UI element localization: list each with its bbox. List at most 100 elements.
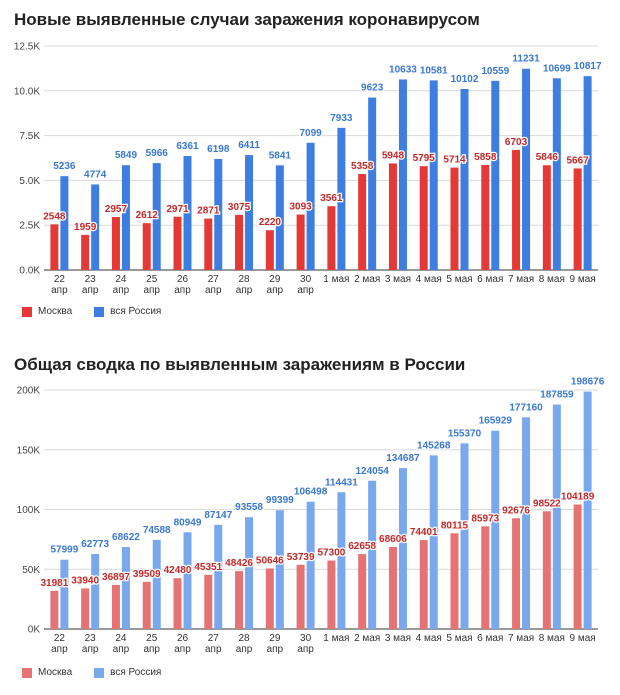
bar-moscow (50, 224, 59, 270)
bar-russia (60, 176, 69, 270)
data-label-moscow: 5846 (536, 152, 559, 163)
bar-russia (429, 80, 438, 270)
y-tick-label: 2.5K (19, 221, 40, 232)
legend-label-moscow: Москва (38, 667, 73, 678)
bar-moscow (388, 547, 397, 629)
data-label-moscow: 2220 (259, 217, 282, 228)
x-tick-label: апр (267, 285, 284, 296)
x-tick-label: 22 (54, 633, 66, 644)
x-tick-label: апр (113, 644, 130, 655)
bar-moscow (327, 206, 336, 270)
bar-russia (183, 532, 192, 629)
bar-russia (214, 524, 223, 629)
data-label-russia: 10559 (481, 66, 509, 77)
bar-moscow (204, 218, 213, 270)
x-tick-label: 7 мая (508, 274, 534, 285)
x-tick-label: 5 мая (446, 633, 472, 644)
bar-moscow (173, 216, 182, 270)
data-label-moscow: 31981 (40, 578, 68, 589)
data-label-moscow: 2971 (166, 204, 189, 215)
data-label-moscow: 5667 (566, 155, 589, 166)
x-tick-label: апр (113, 285, 130, 296)
x-tick-label: апр (205, 644, 222, 655)
data-label-russia: 87147 (204, 510, 232, 521)
x-tick-label: 25 (146, 274, 158, 285)
bar-russia (583, 391, 592, 629)
data-label-moscow: 53739 (287, 552, 315, 563)
chart1-legend: Москва вся Россия (22, 306, 183, 317)
bar-moscow (81, 588, 90, 629)
x-tick-label: 6 мая (477, 633, 503, 644)
bar-russia (275, 510, 284, 629)
bar-moscow (358, 554, 367, 629)
data-label-moscow: 2548 (43, 211, 66, 222)
legend-swatch-moscow (22, 667, 32, 678)
bar-moscow (204, 574, 213, 629)
x-tick-label: 27 (208, 274, 220, 285)
bar-russia (121, 165, 130, 270)
bar-russia (245, 155, 254, 270)
data-label-russia: 5236 (53, 161, 76, 172)
x-tick-label: 4 мая (416, 274, 442, 285)
data-label-moscow: 98522 (533, 498, 561, 509)
data-label-russia: 57999 (50, 545, 78, 556)
chart1-title: Новые выявленные случаи заражения корона… (14, 10, 480, 29)
x-tick-label: 23 (85, 274, 97, 285)
bar-russia (60, 559, 69, 629)
data-label-moscow: 2957 (105, 204, 128, 215)
bar-moscow (111, 584, 120, 629)
data-label-russia: 5841 (269, 150, 292, 161)
bar-russia (91, 184, 100, 270)
y-tick-label: 0.0K (19, 266, 40, 277)
x-tick-label: апр (82, 285, 99, 296)
data-label-moscow: 3561 (320, 193, 343, 204)
x-tick-label: 8 мая (539, 633, 565, 644)
data-label-russia: 10699 (543, 63, 571, 74)
data-label-moscow: 5795 (413, 153, 436, 164)
x-tick-label: 22 (54, 274, 66, 285)
data-label-russia: 114431 (325, 477, 358, 488)
x-tick-label: 5 мая (446, 274, 472, 285)
x-tick-label: 2 мая (354, 274, 380, 285)
legend-label-russia: вся Россия (110, 667, 162, 678)
data-label-moscow: 85973 (471, 513, 499, 524)
data-label-moscow: 104189 (561, 491, 595, 502)
x-tick-label: 23 (85, 633, 97, 644)
x-tick-label: апр (143, 285, 160, 296)
x-tick-label: 24 (115, 633, 127, 644)
x-tick-label: апр (143, 644, 160, 655)
bar-moscow (542, 511, 551, 629)
bar-russia (306, 142, 315, 270)
chart2-title: Общая сводка по выявленным заражениям в … (14, 355, 466, 374)
data-label-russia: 9623 (361, 83, 384, 94)
bar-russia (121, 546, 130, 629)
bar-russia (460, 443, 469, 629)
x-tick-label: 3 мая (385, 633, 411, 644)
data-label-russia: 74588 (143, 525, 171, 536)
x-tick-label: апр (174, 285, 191, 296)
bar-moscow (235, 571, 244, 629)
x-tick-label: 27 (208, 633, 220, 644)
data-label-moscow: 36897 (102, 572, 130, 583)
data-label-moscow: 3093 (289, 202, 312, 213)
data-label-russia: 6361 (176, 141, 199, 152)
bar-russia (337, 492, 346, 629)
data-label-moscow: 39509 (133, 569, 161, 580)
data-label-russia: 10102 (451, 74, 479, 85)
data-label-russia: 106498 (294, 487, 328, 498)
data-label-russia: 5966 (146, 148, 169, 159)
data-label-moscow: 5948 (382, 150, 405, 161)
data-label-moscow: 62658 (348, 541, 376, 552)
bar-russia (152, 539, 161, 629)
data-label-russia: 198676 (571, 377, 605, 388)
legend-swatch-moscow (22, 306, 32, 317)
data-label-moscow: 68606 (379, 534, 407, 545)
bar-russia (398, 79, 407, 270)
x-tick-label: апр (297, 285, 314, 296)
y-tick-label: 200K (17, 386, 41, 397)
chart2-plot: 0K50K100K150K200K319815799922апр33940627… (17, 375, 606, 655)
y-tick-label: 12.5K (14, 42, 40, 53)
data-label-russia: 187859 (540, 390, 574, 401)
bar-moscow (573, 168, 582, 270)
bar-moscow (573, 504, 582, 629)
